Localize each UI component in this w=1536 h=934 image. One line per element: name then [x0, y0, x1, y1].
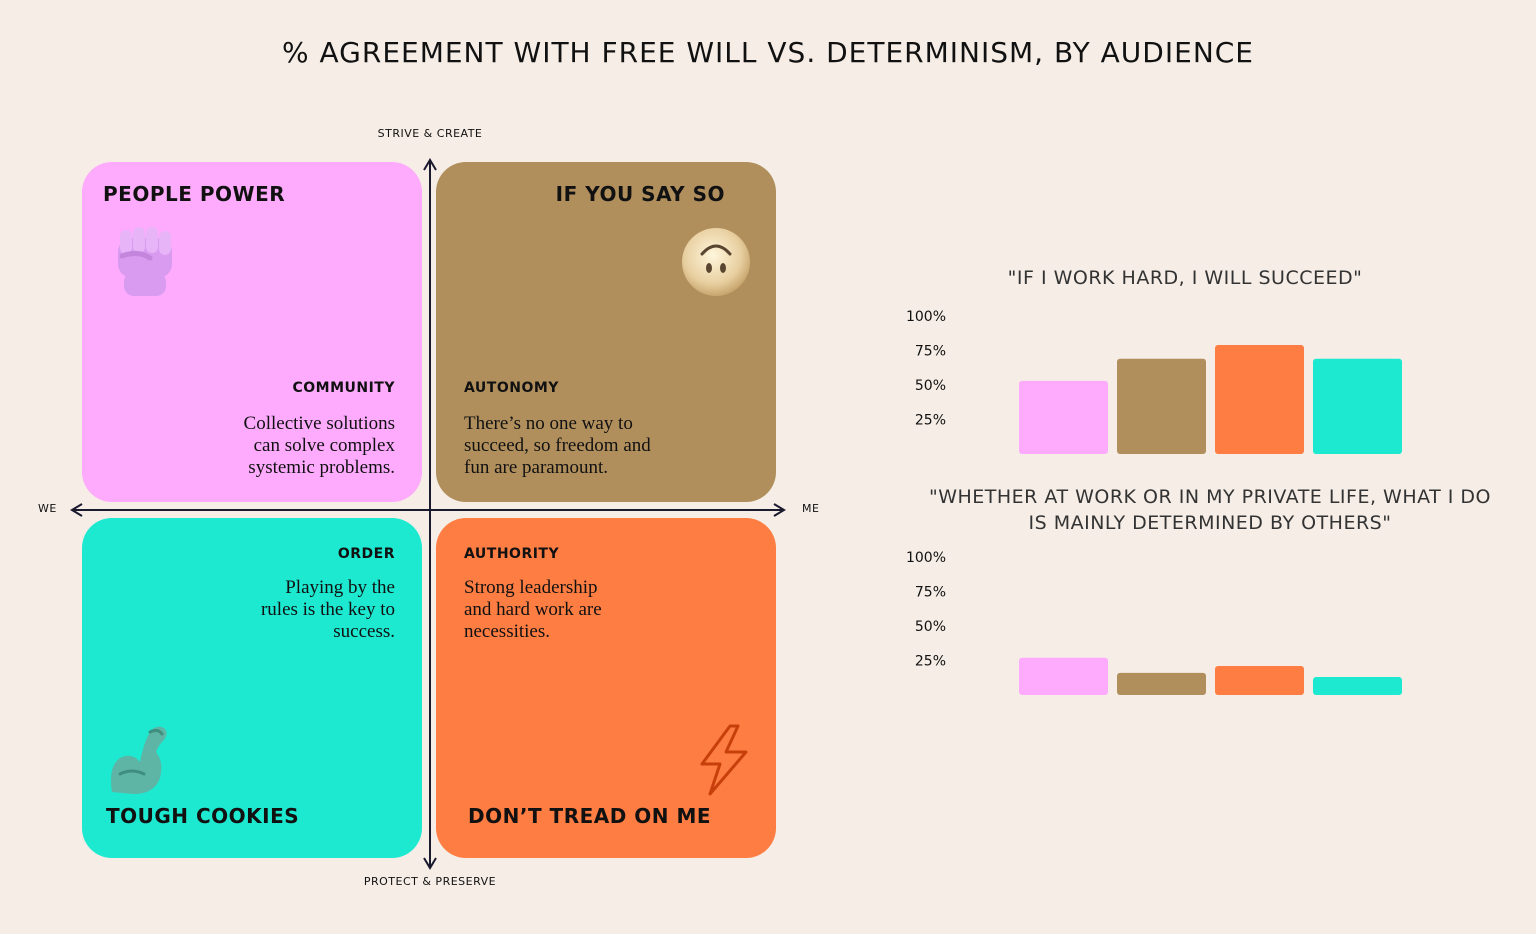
arrow-left-icon — [70, 503, 83, 517]
bar-don-t-tread-on-me — [1215, 344, 1304, 454]
quadrant-subtitle: COMMUNITY — [292, 380, 395, 396]
y-tick-label: 50% — [915, 619, 946, 635]
quadrant-dont-tread-on-me: AUTHORITY Strong leadership and hard wor… — [436, 518, 776, 858]
bar-if-you-say-so — [1117, 358, 1206, 454]
arrow-up-icon — [423, 158, 437, 171]
upside-down-face-icon — [678, 224, 754, 304]
y-tick-label: 25% — [915, 413, 946, 429]
axis-label-right: ME — [802, 502, 820, 515]
quadrant-if-you-say-so: IF YOU SAY SO AUTONOMY There’s no one wa… — [436, 162, 776, 502]
bar-tough-cookies — [1313, 358, 1402, 454]
quadrant-description: There’s no one way to succeed, so freedo… — [464, 413, 651, 478]
y-tick-label: 75% — [915, 585, 946, 601]
chart-2-bar-chart: 100% 75% 50% 25% — [906, 550, 1402, 695]
quadrant-axes — [70, 158, 786, 870]
chart-1-title: "IF I WORK HARD, I WILL SUCCEED" — [1007, 267, 1363, 289]
arrow-right-icon — [773, 503, 786, 517]
quadrant-description: Collective solutions can solve complex s… — [243, 413, 395, 478]
chart-2-title: "WHETHER AT WORK OR IN MY PRIVATE LIFE, … — [928, 486, 1492, 534]
quadrant-subtitle: ORDER — [337, 546, 395, 562]
axis-label-top: STRIVE & CREATE — [377, 127, 483, 140]
bar-people-power — [1019, 657, 1108, 695]
quadrant-people-power: PEOPLE POWER COMMUNITY Collective soluti… — [82, 162, 422, 502]
quadrant-title: PEOPLE POWER — [103, 182, 286, 206]
y-tick-label: 75% — [915, 344, 946, 360]
axis-label-left: WE — [38, 502, 57, 515]
quadrant-title: DON’T TREAD ON ME — [468, 804, 712, 828]
arrow-down-icon — [423, 857, 437, 870]
quadrant-title: IF YOU SAY SO — [555, 182, 725, 206]
quadrant-subtitle: AUTHORITY — [464, 546, 560, 562]
y-tick-label: 25% — [915, 654, 946, 670]
bar-people-power — [1019, 380, 1108, 454]
raised-fist-icon — [110, 224, 180, 304]
y-tick-label: 50% — [915, 378, 946, 394]
bar-don-t-tread-on-me — [1215, 666, 1304, 695]
bar-if-you-say-so — [1117, 672, 1206, 695]
y-tick-label: 100% — [906, 309, 946, 325]
y-tick-label: 100% — [906, 550, 946, 566]
flexed-bicep-icon — [106, 722, 176, 800]
page-title: % AGREEMENT WITH FREE WILL VS. DETERMINI… — [282, 36, 1254, 69]
quadrant-tough-cookies: ORDER Playing by the rules is the key to… — [82, 518, 422, 858]
lightning-bolt-icon — [694, 724, 754, 800]
quadrant-description: Strong leadership and hard work are nece… — [464, 577, 602, 642]
axis-label-bottom: PROTECT & PRESERVE — [363, 875, 497, 888]
chart-1-bar-chart: 100% 75% 50% 25% — [906, 309, 1402, 454]
quadrant-description: Playing by the rules is the key to succe… — [260, 577, 395, 642]
quadrant-subtitle: AUTONOMY — [464, 380, 559, 396]
bar-tough-cookies — [1313, 677, 1402, 695]
quadrant-title: TOUGH COOKIES — [106, 804, 300, 828]
